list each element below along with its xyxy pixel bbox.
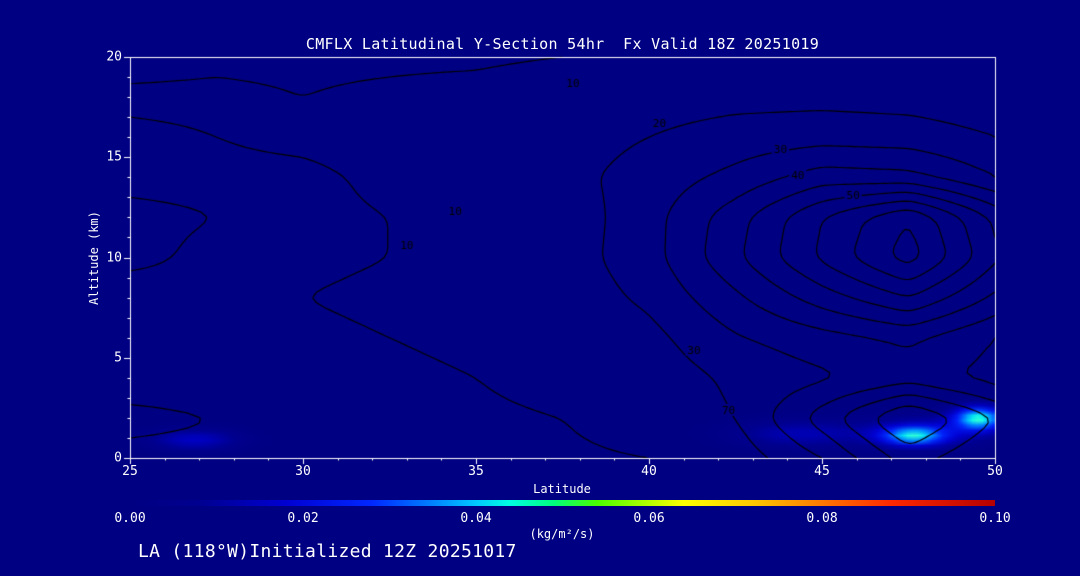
- colorbar-units-label: (kg/m²/s): [529, 527, 595, 541]
- chart-title: CMFLX Latitudinal Y-Section 54hr Fx Vali…: [305, 35, 820, 53]
- y-tick-label-5: 5: [114, 350, 122, 366]
- y-tick-label-20: 20: [106, 49, 122, 65]
- colorbar-tick-label-5: 0.10: [979, 511, 1011, 526]
- colorbar-tick-label-0: 0.00: [114, 511, 146, 526]
- footer-init-label: LA (118°W)Initialized 12Z 20251017: [138, 541, 517, 562]
- colorbar-tick-label-2: 0.04: [460, 511, 492, 526]
- colorbar-tick-label-3: 0.06: [633, 511, 665, 526]
- y-tick-label-10: 10: [106, 250, 122, 266]
- x-tick-label-45: 45: [814, 464, 830, 479]
- colorbar-tick-label-4: 0.08: [806, 511, 838, 526]
- x-tick-label-50: 50: [987, 464, 1003, 479]
- x-tick-label-30: 30: [295, 464, 311, 479]
- x-tick-label-35: 35: [468, 464, 484, 479]
- x-tick-label-25: 25: [122, 464, 138, 479]
- y-tick-label-15: 15: [106, 149, 122, 165]
- x-axis-title: Latitude: [533, 482, 591, 496]
- colorbar-gradient: [130, 500, 995, 506]
- y-tick-label-0: 0: [114, 450, 122, 466]
- x-tick-label-40: 40: [641, 464, 657, 479]
- colorbar-tick-label-1: 0.02: [287, 511, 319, 526]
